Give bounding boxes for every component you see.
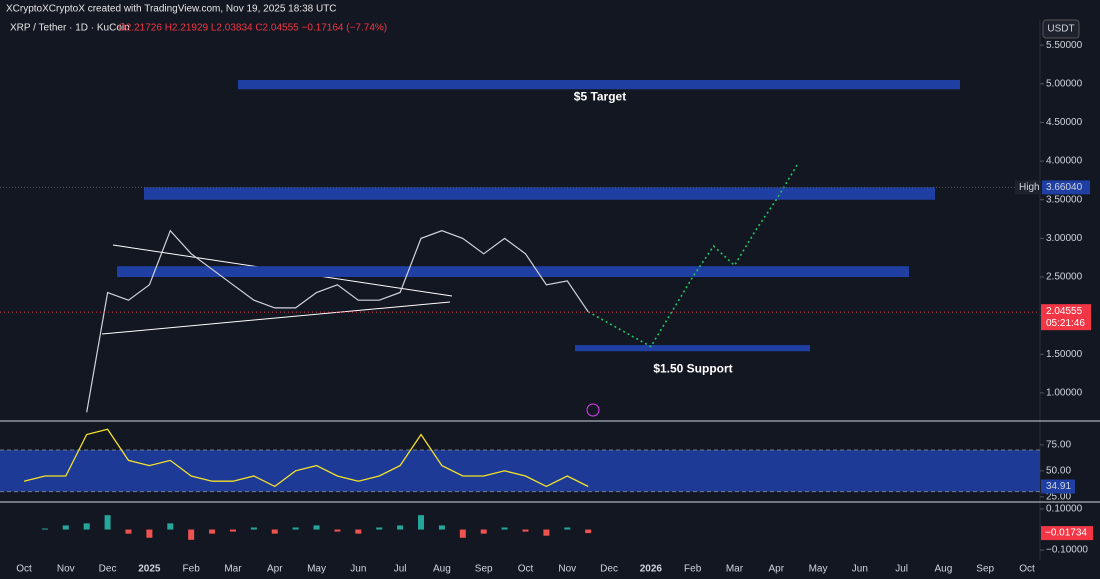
x-tick-label: Nov (558, 564, 576, 575)
y-tick-label: 2.50000 (1046, 272, 1083, 283)
macd-bar (167, 523, 174, 530)
x-tick-label: Jun (350, 564, 366, 575)
zone-label: $1.50 Support (653, 361, 732, 375)
projection-line (587, 164, 798, 348)
currency: USDT (1047, 24, 1074, 35)
x-tick-label: Feb (183, 564, 201, 575)
rsi-band (0, 450, 1040, 492)
x-tick-label: May (307, 564, 326, 575)
y-tick-label: 3.00000 (1046, 233, 1083, 244)
y-tick-label: 3.50000 (1046, 194, 1083, 205)
x-tick-label: Oct (1019, 564, 1035, 575)
y-tick-label: 1.50000 (1046, 349, 1083, 360)
macd-bar (209, 529, 216, 534)
x-tick-label: Aug (935, 564, 953, 575)
macd-bar (146, 529, 153, 538)
last-price: 2.04555 (1046, 306, 1083, 317)
credit: XCryptoXCryptoX created with TradingView… (6, 4, 337, 15)
x-tick-label: Oct (16, 564, 32, 575)
macd-bar (376, 527, 383, 530)
zone (238, 79, 960, 90)
macd-last: −0.01734 (1045, 528, 1087, 539)
rsi-line (23, 428, 589, 488)
macd-bar (292, 527, 299, 530)
x-tick-label: Mar (726, 564, 744, 575)
macd-bar (250, 527, 257, 530)
macd-bar (543, 529, 550, 536)
currency-box (1042, 19, 1080, 39)
high-value-box (1042, 180, 1090, 195)
macd-bar (438, 525, 445, 530)
x-tick-label: Jul (394, 564, 407, 575)
trendline (101, 301, 451, 335)
zone (117, 266, 909, 278)
macd-bar (397, 525, 404, 530)
x-tick-label: Dec (600, 564, 618, 575)
x-tick-label: Apr (768, 564, 784, 575)
macd-last-box (1041, 526, 1093, 541)
zone-label: $5 Target (574, 89, 626, 103)
last-price-box (1041, 304, 1091, 331)
macd-bar (104, 515, 111, 530)
y-tick-label: 75.00 (1046, 439, 1071, 450)
macd-bar (418, 515, 425, 530)
y-tick-label: 25.00 (1046, 491, 1071, 502)
macd-bar (41, 528, 48, 530)
y-tick-label: 4.00000 (1046, 156, 1083, 167)
macd-bar (480, 529, 487, 534)
macd-bar (125, 529, 132, 534)
y-tick-label: 5.00000 (1046, 78, 1083, 89)
y-tick-label: 0.10000 (1046, 504, 1083, 515)
macd-bar (313, 525, 320, 530)
ohlc: O2.21726 H2.21929 L2.03834 C2.04555 −0.1… (118, 23, 387, 34)
x-tick-label: Dec (99, 564, 117, 575)
macd-bar (62, 525, 69, 530)
macd-bar (271, 529, 278, 534)
price-line (86, 229, 589, 413)
x-tick-label: Jul (895, 564, 908, 575)
macd-bar (522, 529, 529, 532)
macd-bar (501, 527, 508, 530)
y-tick-label: 1.00000 (1046, 388, 1083, 399)
rsi-last-box (1041, 479, 1075, 494)
x-tick-label: 2026 (640, 564, 663, 575)
zone (575, 345, 810, 352)
x-tick-label: Sep (976, 564, 994, 575)
macd-bar (188, 529, 195, 540)
x-tick-label: Nov (57, 564, 75, 575)
x-tick-label: 2025 (138, 564, 161, 575)
x-tick-label: May (809, 564, 828, 575)
macd-bar (229, 529, 236, 532)
high-box (1015, 180, 1041, 195)
x-tick-label: Apr (267, 564, 283, 575)
macd-bar (355, 529, 362, 534)
x-tick-label: Oct (518, 564, 534, 575)
macd-bar (585, 529, 592, 534)
x-tick-label: Mar (224, 564, 242, 575)
x-tick-label: Feb (684, 564, 702, 575)
y-tick-label: 5.50000 (1046, 40, 1083, 51)
y-tick-label: 4.50000 (1046, 117, 1083, 128)
high-value: 3.66040 (1046, 182, 1083, 193)
countdown: 05:21:46 (1046, 318, 1085, 329)
macd-bar (334, 529, 341, 532)
layer: Oct Nov Dec 2025 Feb Mar Apr May Jun Jul Aug Sep Oct… (0, 40, 1093, 575)
rsi-last: 34.91 (1046, 481, 1071, 492)
y-tick-label: −0.10000 (1046, 545, 1088, 556)
y-tick-label: 50.00 (1046, 465, 1071, 476)
x-tick-label: Aug (433, 564, 451, 575)
x-tick-label: Jun (852, 564, 868, 575)
macd-bar (564, 527, 571, 530)
macd-bar (83, 523, 90, 530)
event-icon (586, 403, 600, 417)
symbol: XRP / Tether · 1D · KuCoin (10, 23, 130, 34)
x-tick-label: Sep (475, 564, 493, 575)
price-lines (86, 164, 798, 413)
zone (144, 187, 935, 200)
high-label: High (1019, 182, 1040, 193)
macd-bar (459, 529, 466, 538)
